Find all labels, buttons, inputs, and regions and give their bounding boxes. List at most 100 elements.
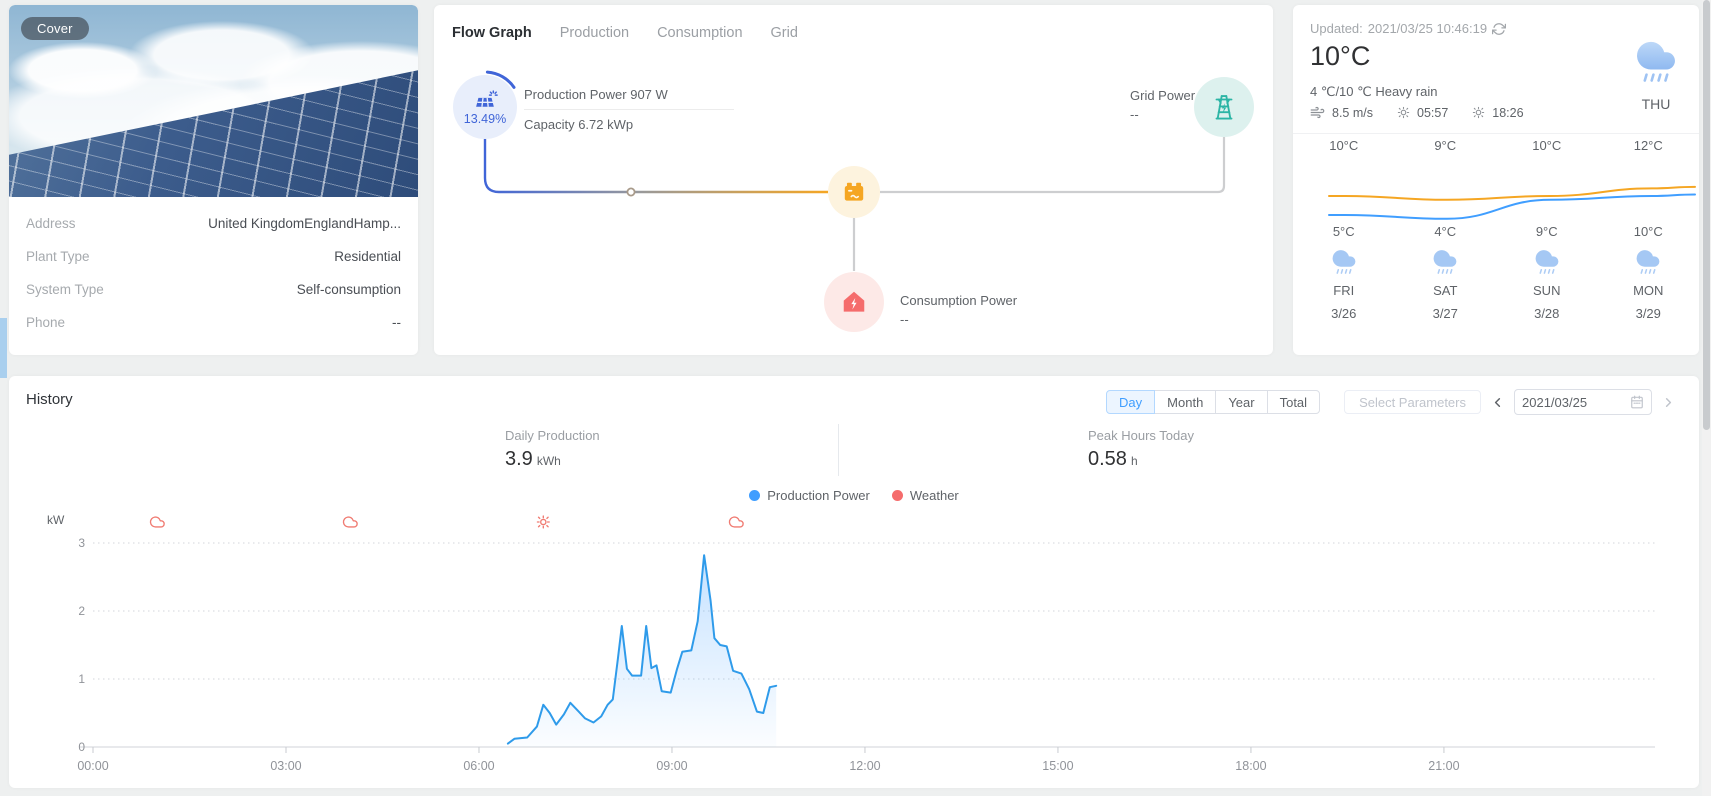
forecast-high-temp: 9°C bbox=[1434, 138, 1457, 153]
forecast-day: SUN bbox=[1533, 283, 1561, 298]
forecast-day: SAT bbox=[1433, 283, 1458, 298]
production-info-divider bbox=[524, 109, 734, 110]
info-row-label: Phone bbox=[26, 315, 66, 330]
legend-item-weather[interactable]: Weather bbox=[891, 488, 959, 503]
plant-info-rows: Address United KingdomEnglandHamp... Plant… bbox=[9, 197, 418, 339]
calendar-icon bbox=[1631, 395, 1643, 409]
sunset-icon bbox=[1473, 106, 1485, 119]
forecast-rain-icon bbox=[1598, 246, 1700, 276]
x-tick-label: 18:00 bbox=[1235, 759, 1266, 773]
weather-condition: 4 ℃/10 ℃ Heavy rain bbox=[1310, 84, 1438, 99]
consumption-node[interactable] bbox=[824, 272, 884, 332]
next-date-button[interactable] bbox=[1661, 395, 1676, 410]
refresh-icon[interactable] bbox=[1492, 22, 1507, 36]
forecast-rain-icon bbox=[1293, 246, 1395, 276]
grid-tower-icon bbox=[1215, 95, 1233, 120]
range-button-day[interactable]: Day bbox=[1106, 390, 1156, 414]
weather-marker-sun bbox=[536, 515, 550, 529]
inverter-node[interactable] bbox=[828, 166, 880, 218]
forecast-low-temp: 4°C bbox=[1434, 224, 1457, 239]
weather-meta-row: 8.5 m/s 05:57 18:26 bbox=[1310, 105, 1524, 120]
solar-panel-icon bbox=[475, 90, 498, 107]
grid-node[interactable] bbox=[1194, 77, 1254, 137]
peak-hours-stat: Peak Hours Today 0.58 h bbox=[1088, 428, 1194, 471]
forecast-date: 3/26 bbox=[1331, 306, 1357, 321]
legend-dot bbox=[749, 490, 761, 501]
previous-date-button[interactable] bbox=[1490, 395, 1505, 410]
tab-production[interactable]: Production bbox=[559, 25, 630, 41]
forecast-rain-icon bbox=[1395, 246, 1497, 276]
current-temperature: 10°C bbox=[1310, 41, 1371, 71]
forecast-chart-gap bbox=[1293, 154, 1395, 224]
grid-power-value: -- bbox=[1130, 107, 1139, 122]
date-picker[interactable]: 2021/03/25 bbox=[1514, 389, 1652, 415]
x-tick-label: 15:00 bbox=[1042, 759, 1073, 773]
forecast-low-temp: 10°C bbox=[1633, 224, 1663, 239]
production-percent: 13.49% bbox=[463, 112, 507, 126]
forecast-date: 3/28 bbox=[1534, 306, 1560, 321]
legend-label: Production Power bbox=[767, 488, 870, 503]
legend-label: Weather bbox=[909, 488, 959, 503]
production-capacity-text: Capacity 6.72 kWp bbox=[524, 117, 634, 132]
forecast-day: MON bbox=[1633, 283, 1664, 298]
legend-dot bbox=[891, 490, 903, 501]
forecast-columns: 10°C 5°C FRI 3/26 9°C 4°C SAT 3/27 10°C 9°C SUN 3/2… bbox=[1293, 138, 1699, 322]
x-tick-label: 06:00 bbox=[463, 759, 494, 773]
forecast-low-temp: 5°C bbox=[1332, 224, 1355, 239]
y-axis-unit-label: kW bbox=[47, 513, 65, 527]
scrollbar-thumb[interactable] bbox=[1703, 0, 1710, 430]
forecast-chart-gap bbox=[1598, 154, 1700, 224]
plant-info-row: System Type Self-consumption bbox=[26, 273, 401, 306]
select-parameters-button[interactable]: Select Parameters bbox=[1344, 390, 1481, 414]
y-tick-label: 0 bbox=[78, 740, 85, 754]
y-tick-label: 2 bbox=[78, 604, 85, 618]
range-button-year[interactable]: Year bbox=[1215, 390, 1268, 414]
peak-hours-label: Peak Hours Today bbox=[1088, 428, 1194, 443]
info-row-value: Residential bbox=[334, 249, 401, 264]
chart-legend: Production Power Weather bbox=[9, 488, 1699, 503]
forecast-column: 9°C 4°C SAT 3/27 bbox=[1395, 138, 1497, 322]
tab-consumption[interactable]: Consumption bbox=[657, 25, 743, 41]
date-value: 2021/03/25 bbox=[1522, 394, 1588, 410]
plant-info-row: Phone -- bbox=[26, 306, 401, 339]
grid-flow-line bbox=[880, 137, 1226, 194]
cover-badge: Cover bbox=[21, 17, 89, 40]
consumption-info: Consumption Power -- bbox=[900, 291, 1017, 329]
forecast-date: 3/27 bbox=[1432, 306, 1458, 321]
flow-graph-card: Flow Graph Production Consumption Grid 13 bbox=[434, 5, 1273, 355]
grid-power-label: Grid Power bbox=[1130, 88, 1196, 103]
today-day-label: THU bbox=[1641, 96, 1671, 112]
production-node[interactable]: 13.49% bbox=[453, 75, 517, 139]
grid-info: Grid Power -- bbox=[1130, 86, 1195, 124]
updated-label: Updated: bbox=[1310, 21, 1363, 36]
tab-flow-graph[interactable]: Flow Graph bbox=[452, 25, 532, 41]
forecast-high-temp: 10°C bbox=[1329, 138, 1359, 153]
daily-production-label: Daily Production bbox=[505, 428, 600, 443]
production-line-series bbox=[506, 554, 778, 745]
wind-icon bbox=[1310, 106, 1325, 119]
flow-dot-marker bbox=[626, 187, 636, 197]
weather-divider bbox=[1293, 133, 1699, 134]
legend-item-production-power[interactable]: Production Power bbox=[749, 488, 870, 503]
info-row-value: -- bbox=[392, 315, 401, 330]
wind-speed: 8.5 m/s bbox=[1332, 105, 1373, 120]
forecast-rain-icon bbox=[1496, 246, 1598, 276]
chevron-right-icon bbox=[1665, 397, 1672, 407]
range-button-month[interactable]: Month bbox=[1154, 390, 1217, 414]
range-button-total[interactable]: Total bbox=[1266, 390, 1321, 414]
rain-cloud-icon bbox=[1637, 41, 1675, 82]
x-tick-label: 12:00 bbox=[849, 759, 880, 773]
daily-production-unit: kWh bbox=[536, 454, 561, 468]
range-button-group: Day Month Year Total bbox=[1106, 390, 1321, 414]
forecast-chart-gap bbox=[1496, 154, 1598, 224]
tab-grid[interactable]: Grid bbox=[770, 25, 798, 41]
peak-hours-value: 0.58 bbox=[1088, 448, 1127, 470]
x-tick-label: 00:00 bbox=[77, 759, 108, 773]
y-tick-label: 3 bbox=[78, 536, 85, 550]
history-controls: Day Month Year Total Select Parameters 2021… bbox=[1106, 389, 1685, 415]
sunrise-time: 05:57 bbox=[1417, 105, 1449, 120]
production-day-chart[interactable]: 0 1 2 3 kW 00:00 03:00 06:00 09:00 12:00 15:00 18:0… bbox=[9, 506, 1699, 786]
weather-card: Updated: 2021/03/25 10:46:19 10°C THU 4 … bbox=[1293, 5, 1699, 355]
plant-cover-image[interactable]: Cover bbox=[9, 5, 418, 197]
chevron-left-icon bbox=[1494, 397, 1501, 407]
